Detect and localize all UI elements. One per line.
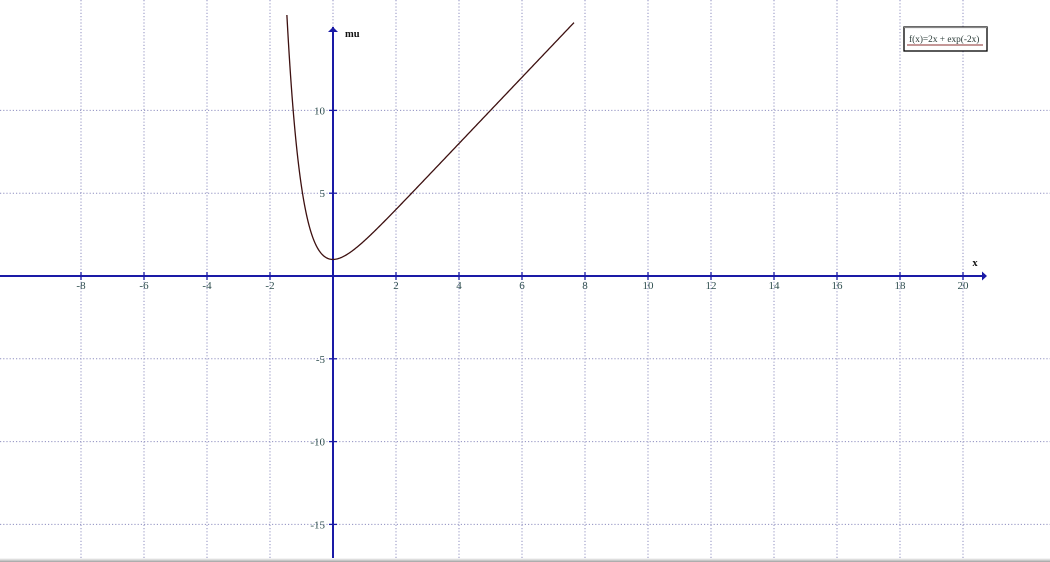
svg-text:8: 8: [582, 280, 588, 292]
svg-text:4: 4: [456, 280, 462, 292]
svg-text:18: 18: [895, 280, 907, 292]
svg-text:-10: -10: [310, 437, 325, 449]
svg-text:mu: mu: [345, 29, 360, 40]
svg-text:-2: -2: [265, 280, 274, 292]
svg-text:14: 14: [769, 280, 781, 292]
svg-text:6: 6: [519, 280, 525, 292]
svg-text:-6: -6: [139, 280, 149, 292]
svg-text:10: 10: [314, 105, 326, 117]
svg-text:f(x)=2x + exp(-2x): f(x)=2x + exp(-2x): [909, 34, 979, 45]
svg-text:-15: -15: [310, 519, 325, 531]
svg-text:5: 5: [320, 188, 326, 200]
svg-text:10: 10: [643, 280, 655, 292]
svg-text:2: 2: [393, 280, 399, 292]
svg-text:x: x: [972, 258, 978, 269]
svg-text:16: 16: [832, 280, 844, 292]
svg-text:-5: -5: [316, 354, 326, 366]
svg-text:12: 12: [706, 280, 717, 292]
svg-text:-4: -4: [202, 280, 212, 292]
svg-text:20: 20: [958, 280, 970, 292]
svg-text:-8: -8: [76, 280, 86, 292]
